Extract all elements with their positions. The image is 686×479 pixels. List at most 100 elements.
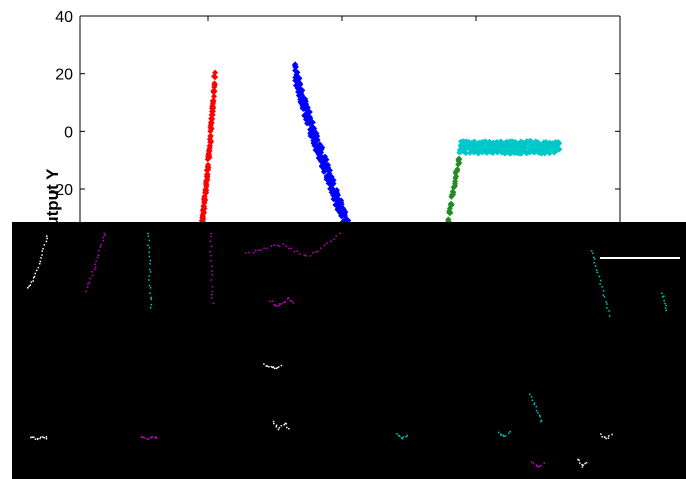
trace-dot bbox=[150, 303, 153, 306]
trace-dot bbox=[210, 232, 212, 235]
data-point bbox=[451, 180, 458, 187]
trace-dot bbox=[263, 247, 265, 249]
occluded-trace-18 bbox=[661, 292, 668, 311]
trace-dot bbox=[39, 437, 41, 440]
occluded-trace-6 bbox=[590, 250, 611, 317]
data-point bbox=[204, 177, 211, 184]
x-top-ticks bbox=[207, 16, 477, 21]
trace-dot bbox=[598, 275, 601, 278]
data-point bbox=[203, 181, 210, 188]
trace-dot bbox=[278, 366, 280, 368]
trace-dot bbox=[94, 263, 97, 266]
trace-dot bbox=[600, 433, 602, 435]
data-point bbox=[200, 209, 207, 216]
trace-dot bbox=[314, 251, 317, 253]
trace-dot bbox=[276, 366, 279, 369]
trace-dot bbox=[91, 271, 93, 273]
data-point bbox=[210, 98, 217, 105]
trace-dot bbox=[211, 297, 213, 299]
trace-dot bbox=[149, 307, 152, 309]
trace-dot bbox=[149, 292, 151, 294]
trace-dot bbox=[398, 435, 401, 437]
data-point bbox=[556, 140, 563, 147]
trace-dot bbox=[260, 249, 262, 252]
trace-dot bbox=[148, 239, 151, 242]
trace-dot bbox=[147, 438, 150, 440]
trace-dot bbox=[284, 422, 287, 425]
trace-dot bbox=[143, 437, 146, 439]
trace-dot bbox=[283, 424, 285, 426]
trace-dot bbox=[537, 411, 539, 414]
trace-dot bbox=[540, 464, 542, 467]
occluded-trace-1 bbox=[27, 235, 48, 289]
trace-dot bbox=[284, 300, 286, 303]
trace-dot bbox=[39, 260, 42, 263]
trace-dot bbox=[33, 436, 35, 439]
trace-dot bbox=[148, 247, 151, 249]
data-point bbox=[335, 192, 342, 199]
trace-dot bbox=[209, 250, 211, 253]
trace-dot bbox=[98, 249, 100, 252]
data-point bbox=[205, 161, 212, 168]
trace-dot bbox=[665, 309, 668, 311]
trace-dot bbox=[146, 438, 149, 440]
trace-dot bbox=[581, 466, 584, 468]
trace-dot bbox=[604, 436, 606, 439]
data-point bbox=[330, 180, 337, 187]
data-point bbox=[204, 172, 211, 179]
trace-dot bbox=[293, 250, 296, 253]
trace-dot bbox=[287, 247, 290, 250]
trace-dot bbox=[592, 256, 595, 259]
trace-dot bbox=[500, 434, 502, 436]
trace-dot bbox=[578, 459, 580, 462]
y-tick-label: 20 bbox=[55, 67, 73, 84]
trace-dot bbox=[543, 462, 545, 464]
trace-dot bbox=[94, 266, 97, 269]
occluded-traces bbox=[27, 232, 668, 468]
trace-dot bbox=[664, 302, 666, 305]
data-point bbox=[203, 187, 210, 194]
trace-dot bbox=[601, 435, 603, 438]
trace-dot bbox=[611, 433, 613, 436]
trace-dot bbox=[286, 426, 288, 429]
trace-dot bbox=[210, 245, 213, 247]
trace-dot bbox=[535, 465, 538, 468]
trace-dot bbox=[596, 271, 599, 274]
trace-dot bbox=[539, 416, 541, 418]
trace-dot bbox=[274, 304, 277, 307]
trace-dot bbox=[95, 260, 97, 262]
data-point bbox=[462, 150, 469, 157]
data-point bbox=[453, 173, 460, 180]
trace-dot bbox=[538, 414, 541, 417]
trace-dot bbox=[263, 363, 265, 365]
trace-dot bbox=[210, 279, 213, 281]
trace-dot bbox=[37, 266, 40, 269]
trace-dot bbox=[273, 303, 275, 306]
trace-dot bbox=[664, 307, 667, 309]
trace-dot bbox=[282, 243, 285, 245]
trace-dot bbox=[590, 250, 593, 252]
trace-dot bbox=[285, 423, 288, 425]
trace-dot bbox=[535, 405, 537, 408]
trace-dot bbox=[257, 249, 260, 252]
data-point bbox=[206, 154, 213, 161]
trace-dot bbox=[530, 396, 533, 398]
trace-dot bbox=[275, 424, 278, 427]
data-point bbox=[207, 132, 214, 139]
data-point bbox=[209, 105, 216, 112]
data-point bbox=[201, 203, 208, 210]
trace-dot bbox=[148, 251, 150, 254]
y-tick-label: 40 bbox=[55, 9, 73, 26]
trace-dot bbox=[41, 250, 44, 252]
trace-dot bbox=[272, 366, 275, 368]
trace-dot bbox=[285, 245, 287, 247]
trace-dot bbox=[42, 436, 44, 438]
trace-dot bbox=[270, 245, 273, 247]
data-series-layer bbox=[195, 61, 563, 250]
trace-dot bbox=[579, 462, 581, 464]
trace-dot bbox=[30, 281, 33, 283]
trace-dot bbox=[538, 465, 541, 468]
trace-dot bbox=[291, 300, 293, 302]
trace-dot bbox=[210, 259, 212, 262]
trace-dot bbox=[593, 261, 596, 264]
